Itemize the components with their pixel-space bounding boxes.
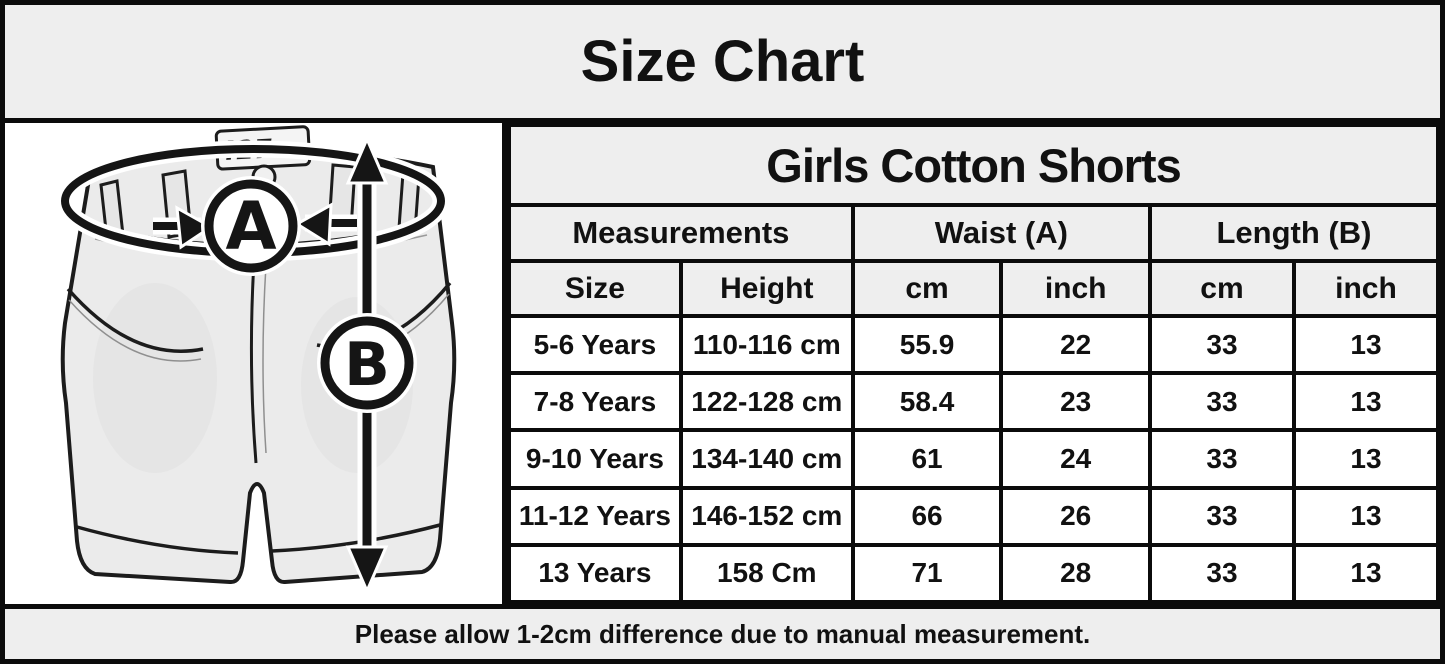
size-table: Girls Cotton Shorts Measurements Waist (… (507, 123, 1441, 605)
waist-label: A (225, 188, 276, 265)
table-row: 5-6 Years 110-116 cm 55.9 22 33 13 (507, 313, 1441, 376)
cell-height: 122-128 cm (678, 371, 855, 433)
shorts-diagram: 427 4KIDS A (56, 125, 457, 595)
cell-waist-cm: 66 (850, 485, 1004, 547)
length-label: B (344, 330, 390, 400)
col-header-length-cm: cm (1147, 259, 1296, 318)
cell-length-inch: 13 (1291, 371, 1441, 433)
table-row: 9-10 Years 134-140 cm 61 24 33 13 (507, 428, 1441, 490)
cell-size: 11-12 Years (507, 485, 683, 547)
cell-length-inch: 13 (1291, 542, 1441, 605)
cell-length-inch: 13 (1291, 485, 1441, 547)
cell-size: 13 Years (507, 542, 683, 605)
measurement-note: Please allow 1-2cm difference due to man… (5, 609, 1440, 659)
cell-length-inch: 13 (1291, 313, 1441, 376)
waist-arrowhead-left (175, 205, 214, 250)
col-header-length-inch: inch (1291, 259, 1441, 318)
col-header-waist-inch: inch (999, 259, 1152, 318)
length-arrowhead-top (345, 135, 389, 185)
main-content: 427 4KIDS A (5, 123, 1441, 605)
cell-length-cm: 33 (1147, 313, 1296, 376)
cell-waist-cm: 71 (850, 542, 1004, 605)
cell-length-cm: 33 (1147, 371, 1296, 433)
cell-waist-cm: 61 (850, 428, 1004, 490)
col-header-size: Size (507, 259, 683, 318)
length-arrowhead-bottom (345, 545, 389, 595)
group-header-length: Length (B) (1147, 203, 1441, 263)
cell-height: 158 Cm (678, 542, 855, 605)
cell-waist-cm: 58.4 (850, 371, 1004, 433)
cell-waist-inch: 28 (999, 542, 1152, 605)
fly-stitch (262, 264, 267, 454)
cell-height: 146-152 cm (678, 485, 855, 547)
cell-size: 7-8 Years (507, 371, 683, 433)
cell-size: 9-10 Years (507, 428, 683, 490)
cell-height: 134-140 cm (678, 428, 855, 490)
table-row: 7-8 Years 122-128 cm 58.4 23 33 13 (507, 371, 1441, 433)
waist-arrowhead-right (294, 202, 333, 247)
col-header-height: Height (678, 259, 855, 318)
cell-waist-inch: 26 (999, 485, 1152, 547)
cell-length-cm: 33 (1147, 485, 1296, 547)
cell-size: 5-6 Years (507, 313, 683, 376)
waist-badge-circle (204, 179, 298, 273)
cell-length-cm: 33 (1147, 542, 1296, 605)
table-row: 11-12 Years 146-152 cm 66 26 33 13 (507, 485, 1441, 547)
cell-height: 110-116 cm (678, 313, 855, 376)
pocket-left (66, 287, 204, 353)
length-badge-circle (320, 316, 414, 410)
size-table-panel: Girls Cotton Shorts Measurements Waist (… (507, 123, 1441, 605)
cell-length-inch: 13 (1291, 428, 1441, 490)
group-header-measurements: Measurements (507, 203, 855, 263)
table-title: Girls Cotton Shorts (507, 123, 1440, 207)
cell-waist-cm: 55.9 (850, 313, 1004, 376)
col-header-waist-cm: cm (850, 259, 1004, 318)
page-title: Size Chart (5, 5, 1440, 118)
cell-waist-inch: 23 (999, 371, 1152, 433)
table-row: 13 Years 158 Cm 71 28 33 13 (507, 542, 1441, 605)
cuff-left (76, 525, 239, 555)
shading-left (93, 283, 217, 473)
cell-waist-inch: 22 (999, 313, 1152, 376)
shorts-illustration: 427 4KIDS A (5, 123, 502, 604)
cell-waist-inch: 24 (999, 428, 1152, 490)
pocket-left-stitch (68, 299, 202, 362)
fly-line (249, 260, 258, 464)
cell-length-cm: 33 (1147, 428, 1296, 490)
group-header-waist: Waist (A) (850, 203, 1152, 263)
cuff-right (271, 523, 441, 553)
